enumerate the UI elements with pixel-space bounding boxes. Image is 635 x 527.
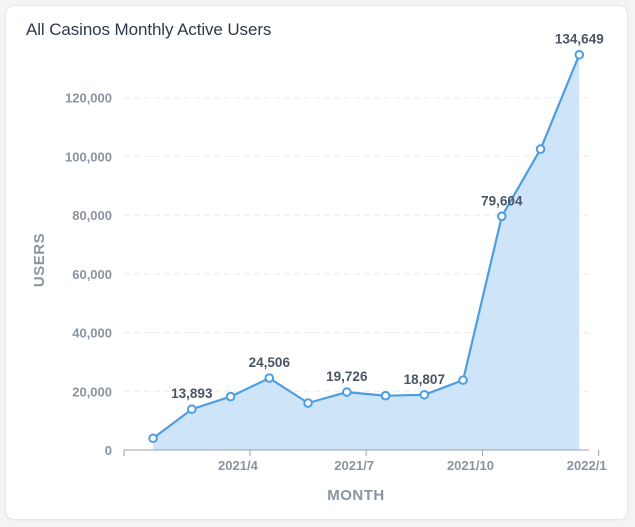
y-axis-title: USERS xyxy=(31,233,48,287)
data-point xyxy=(497,211,507,222)
x-tick-label: 2021/7 xyxy=(334,458,374,473)
data-label: 79,604 xyxy=(481,193,523,208)
x-axis-ticks: 2021/4 2021/7 2021/10 2022/1 xyxy=(218,450,607,473)
data-point xyxy=(187,404,197,415)
y-axis-ticks: 0 20,000 40,000 60,000 80,000 100,000 120,000 xyxy=(65,91,112,458)
data-label: 134,649 xyxy=(555,32,604,47)
data-point xyxy=(342,387,352,397)
y-tick-label: 0 xyxy=(105,443,112,458)
series-line xyxy=(152,54,581,440)
grid-lines xyxy=(124,97,589,392)
data-labels: 13,893 24,506 19,726 18,807 79,604 134,649 xyxy=(171,32,604,402)
data-label: 13,893 xyxy=(171,386,213,401)
axes xyxy=(123,449,589,456)
y-tick-label: 120,000 xyxy=(65,91,112,106)
data-label: 18,807 xyxy=(404,372,445,387)
data-point xyxy=(225,391,236,402)
data-point xyxy=(419,389,430,400)
data-point xyxy=(303,398,313,408)
y-tick-label: 80,000 xyxy=(72,208,112,223)
y-tick-label: 60,000 xyxy=(72,267,112,282)
data-point xyxy=(535,144,546,154)
data-label: 24,506 xyxy=(249,355,291,370)
data-point xyxy=(574,49,585,60)
chart-title: All Casinos Monthly Active Users xyxy=(26,20,272,39)
x-axis-title: MONTH xyxy=(327,487,385,504)
data-point xyxy=(148,433,158,444)
data-points xyxy=(148,49,585,444)
x-tick-label: 2021/4 xyxy=(218,458,259,473)
data-point xyxy=(264,373,275,383)
y-tick-label: 40,000 xyxy=(72,326,112,341)
x-tick-label: 2022/1 xyxy=(567,458,607,473)
data-label: 19,726 xyxy=(326,369,368,384)
area-fill xyxy=(153,54,580,450)
y-tick-label: 100,000 xyxy=(65,149,112,164)
y-tick-label: 20,000 xyxy=(72,384,112,399)
x-tick-label: 2021/10 xyxy=(447,458,494,473)
data-point xyxy=(380,390,391,401)
data-point xyxy=(458,375,468,385)
